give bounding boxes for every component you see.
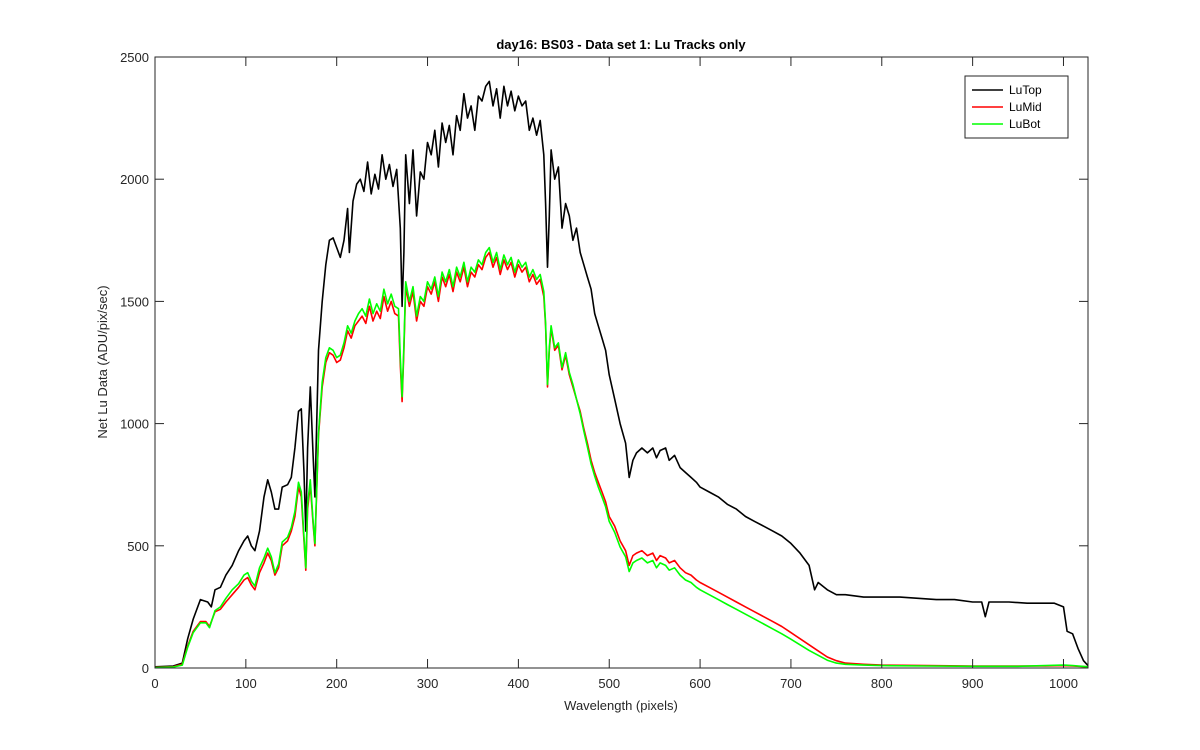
x-tick-label: 900 (962, 676, 984, 691)
axes-box (154, 56, 1089, 669)
y-tick-label: 1000 (120, 417, 149, 432)
legend-label-lutop: LuTop (1009, 83, 1042, 97)
plot-area (155, 57, 1088, 668)
x-tick-label: 1000 (1049, 676, 1078, 691)
chart-title: day16: BS03 - Data set 1: Lu Tracks only (496, 37, 746, 52)
x-tick-label: 200 (326, 676, 348, 691)
x-axis-title: Wavelength (pixels) (564, 698, 678, 713)
y-tick-label: 2000 (120, 172, 149, 187)
legend-label-lumid: LuMid (1009, 100, 1042, 114)
series-line-lubot (154, 246, 1089, 669)
legend: LuTop LuMid LuBot (964, 75, 1069, 139)
y-tick-label: 2500 (120, 50, 149, 65)
series-group (154, 80, 1089, 669)
series-line-lutop (154, 80, 1089, 668)
x-tick-label: 400 (508, 676, 530, 691)
x-tick-label: 800 (871, 676, 893, 691)
y-tick-label: 0 (142, 661, 149, 676)
series-line-lumid (154, 251, 1089, 669)
y-tick-label: 500 (127, 539, 149, 554)
tick-group: 0 100 200 300 400 500 600 700 800 900 1000 0 500 1000… (120, 50, 1088, 691)
x-tick-label: 300 (417, 676, 439, 691)
y-axis-title: Net Lu Data (ADU/pix/sec) (95, 285, 110, 438)
x-tick-label: 700 (780, 676, 802, 691)
x-tick-label: 0 (151, 676, 158, 691)
x-tick-label: 500 (598, 676, 620, 691)
legend-label-lubot: LuBot (1009, 117, 1041, 131)
x-tick-label: 100 (235, 676, 257, 691)
x-tick-label: 600 (689, 676, 711, 691)
y-tick-label: 1500 (120, 294, 149, 309)
